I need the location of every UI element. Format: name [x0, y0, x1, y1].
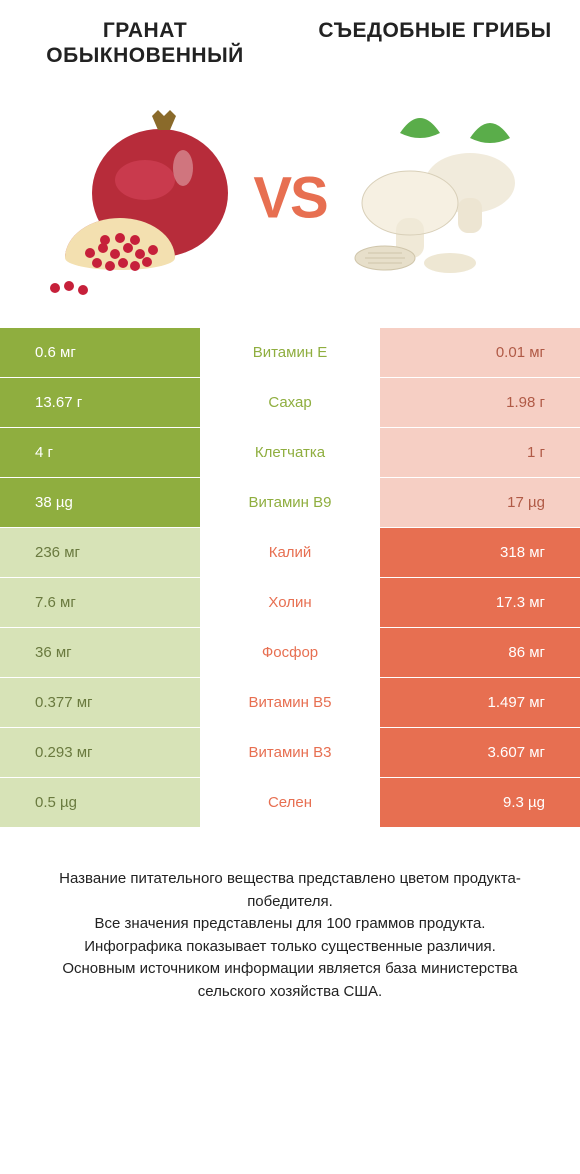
nutrient-label: Холин [200, 578, 380, 627]
value-left-text: 4 г [35, 444, 53, 461]
value-left-text: 36 мг [35, 644, 72, 661]
value-left: 13.67 г [0, 378, 200, 427]
value-right-text: 3.607 мг [488, 744, 546, 761]
title-left: ГРАНАТ ОБЫКНОВЕННЫЙ [0, 18, 290, 68]
table-row: 7.6 мг Холин 17.3 мг [0, 578, 580, 628]
table-row: 38 µg Витамин B9 17 µg [0, 478, 580, 528]
value-left: 0.377 мг [0, 678, 200, 727]
value-right: 1 г [380, 428, 580, 477]
footer-line: Инфографика показывает только существенн… [30, 936, 550, 959]
value-left-text: 0.377 мг [35, 694, 93, 711]
value-right-text: 17 µg [507, 494, 545, 511]
value-left-text: 38 µg [35, 494, 73, 511]
value-right-text: 1.497 мг [488, 694, 546, 711]
value-left: 0.5 µg [0, 778, 200, 827]
value-right: 17.3 мг [380, 578, 580, 627]
infographic-container: ГРАНАТ ОБЫКНОВЕННЫЙ СЪЕДОБНЫЕ ГРИБЫ [0, 0, 580, 1003]
nutrient-label: Витамин B5 [200, 678, 380, 727]
hero-left-image [0, 98, 290, 298]
value-right: 1.497 мг [380, 678, 580, 727]
value-right: 1.98 г [380, 378, 580, 427]
table-row: 0.293 мг Витамин B3 3.607 мг [0, 728, 580, 778]
value-left-text: 7.6 мг [35, 594, 76, 611]
value-right: 3.607 мг [380, 728, 580, 777]
value-left-text: 0.5 µg [35, 794, 77, 811]
value-left-text: 0.293 мг [35, 744, 93, 761]
value-right-text: 0.01 мг [496, 344, 545, 361]
nutrient-label: Фосфор [200, 628, 380, 677]
value-left: 7.6 мг [0, 578, 200, 627]
nutrient-label: Клетчатка [200, 428, 380, 477]
nutrient-label: Сахар [200, 378, 380, 427]
footer-line: Название питательного вещества представл… [30, 868, 550, 913]
value-left-text: 13.67 г [35, 394, 82, 411]
table-row: 13.67 г Сахар 1.98 г [0, 378, 580, 428]
nutrient-label: Калий [200, 528, 380, 577]
nutrient-label: Витамин B3 [200, 728, 380, 777]
value-left: 0.6 мг [0, 328, 200, 377]
nutrient-label: Витамин B9 [200, 478, 380, 527]
value-right-text: 9.3 µg [503, 794, 545, 811]
value-right-text: 1.98 г [506, 394, 545, 411]
mushroom-icon [340, 113, 530, 283]
hero-row: VS [0, 78, 580, 318]
value-right-text: 17.3 мг [496, 594, 545, 611]
value-left: 0.293 мг [0, 728, 200, 777]
table-row: 0.5 µg Селен 9.3 µg [0, 778, 580, 828]
value-left: 38 µg [0, 478, 200, 527]
hero-right-image [290, 113, 580, 283]
comparison-table: 0.6 мг Витамин E 0.01 мг 13.67 г Сахар 1.98 г… [0, 328, 580, 828]
footer-notes: Название питательного вещества представл… [0, 828, 580, 1003]
title-right: СЪЕДОБНЫЕ ГРИБЫ [290, 18, 580, 68]
table-row: 236 мг Калий 318 мг [0, 528, 580, 578]
value-left-text: 236 мг [35, 544, 80, 561]
footer-line: Основным источником информации является … [30, 958, 550, 1003]
value-right: 17 µg [380, 478, 580, 527]
value-left-text: 0.6 мг [35, 344, 76, 361]
nutrient-label: Селен [200, 778, 380, 827]
value-right: 86 мг [380, 628, 580, 677]
value-right-text: 1 г [527, 444, 545, 461]
footer-line: Все значения представлены для 100 граммо… [30, 913, 550, 936]
table-row: 36 мг Фосфор 86 мг [0, 628, 580, 678]
vs-label: VS [253, 165, 326, 232]
value-right: 318 мг [380, 528, 580, 577]
value-right-text: 318 мг [500, 544, 545, 561]
value-right-text: 86 мг [508, 644, 545, 661]
table-row: 0.6 мг Витамин E 0.01 мг [0, 328, 580, 378]
table-row: 4 г Клетчатка 1 г [0, 428, 580, 478]
nutrient-label: Витамин E [200, 328, 380, 377]
value-left: 36 мг [0, 628, 200, 677]
titles-row: ГРАНАТ ОБЫКНОВЕННЫЙ СЪЕДОБНЫЕ ГРИБЫ [0, 0, 580, 78]
value-left: 4 г [0, 428, 200, 477]
value-right: 9.3 µg [380, 778, 580, 827]
table-row: 0.377 мг Витамин B5 1.497 мг [0, 678, 580, 728]
value-left: 236 мг [0, 528, 200, 577]
value-right: 0.01 мг [380, 328, 580, 377]
pomegranate-icon [45, 98, 245, 298]
